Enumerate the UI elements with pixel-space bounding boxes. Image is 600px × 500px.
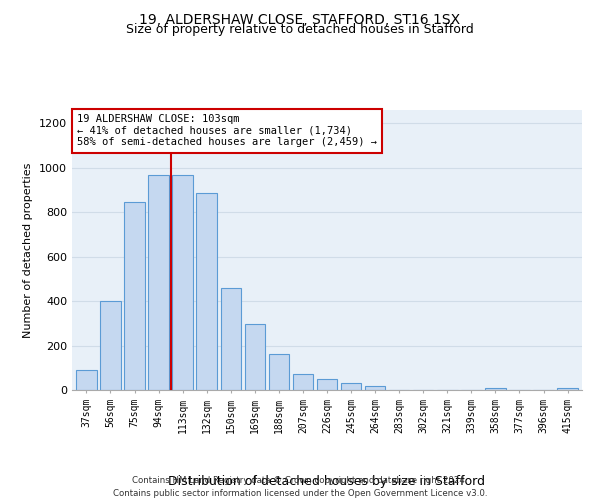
- Bar: [341, 382, 361, 390]
- Bar: [293, 374, 313, 390]
- Bar: [365, 386, 385, 390]
- Bar: [124, 202, 145, 390]
- X-axis label: Distribution of detached houses by size in Stafford: Distribution of detached houses by size …: [169, 474, 485, 488]
- Bar: [196, 194, 217, 390]
- Text: Contains HM Land Registry data © Crown copyright and database right 2024.
Contai: Contains HM Land Registry data © Crown c…: [113, 476, 487, 498]
- Text: 19, ALDERSHAW CLOSE, STAFFORD, ST16 1SX: 19, ALDERSHAW CLOSE, STAFFORD, ST16 1SX: [139, 12, 461, 26]
- Bar: [221, 288, 241, 390]
- Bar: [172, 175, 193, 390]
- Bar: [317, 379, 337, 390]
- Bar: [245, 324, 265, 390]
- Bar: [148, 175, 169, 390]
- Bar: [557, 388, 578, 390]
- Bar: [269, 354, 289, 390]
- Bar: [76, 370, 97, 390]
- Text: 19 ALDERSHAW CLOSE: 103sqm
← 41% of detached houses are smaller (1,734)
58% of s: 19 ALDERSHAW CLOSE: 103sqm ← 41% of deta…: [77, 114, 377, 148]
- Bar: [100, 301, 121, 390]
- Y-axis label: Number of detached properties: Number of detached properties: [23, 162, 34, 338]
- Text: Size of property relative to detached houses in Stafford: Size of property relative to detached ho…: [126, 24, 474, 36]
- Bar: [485, 388, 506, 390]
